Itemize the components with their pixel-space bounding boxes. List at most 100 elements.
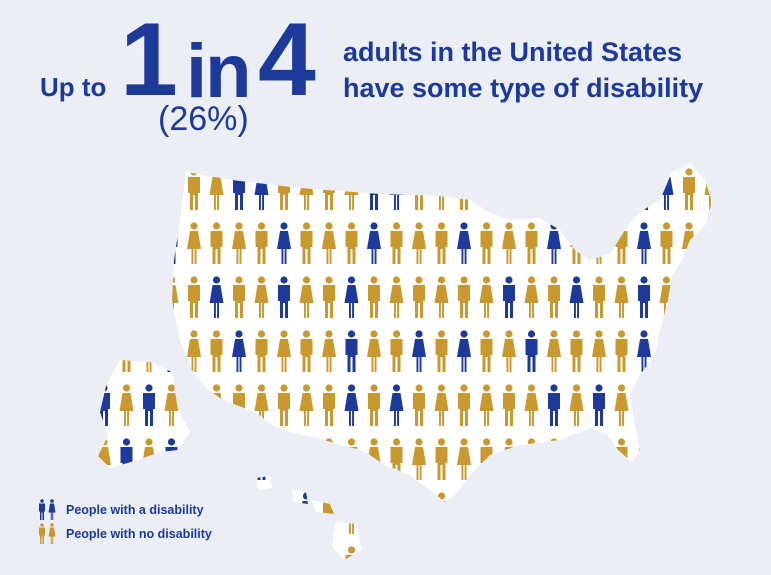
person-figure [322, 438, 336, 480]
person-figure [322, 222, 336, 264]
person-figure [435, 330, 448, 372]
person-figure [210, 330, 223, 372]
person-figure [142, 546, 156, 560]
tagline-line-2: have some type of disability [343, 73, 704, 103]
person-figure [638, 384, 650, 426]
person-figure [188, 276, 200, 318]
legend-figure-female [48, 523, 56, 544]
alaska-shape [98, 360, 190, 468]
legend-figure-female [48, 499, 56, 520]
person-figure [389, 492, 404, 534]
person-figure [569, 168, 584, 210]
person-figure [434, 384, 449, 426]
headline-number-one: 1 [120, 2, 178, 118]
person-figure [728, 492, 740, 534]
person-figure [232, 438, 246, 480]
person-figure [728, 384, 740, 426]
person-figure [323, 276, 335, 318]
person-figure [143, 168, 155, 210]
person-figure [458, 276, 470, 318]
person-figure [728, 276, 740, 318]
person-figure [569, 492, 584, 534]
person-figure [209, 276, 224, 318]
person-figure [479, 276, 494, 318]
person-figure [750, 384, 764, 426]
person-figure [435, 222, 448, 264]
person-figure [480, 330, 493, 372]
person-figure [367, 546, 381, 560]
person-figure [390, 222, 403, 264]
person-figure [547, 330, 561, 372]
person-figure [704, 276, 712, 318]
person-figure [615, 330, 628, 372]
person-figure [503, 168, 515, 210]
headline-number-four: 4 [258, 2, 316, 118]
person-figure [300, 438, 313, 480]
person-figure [502, 546, 516, 560]
person-figure [255, 330, 268, 372]
person-figure [479, 384, 494, 426]
person-figure [638, 276, 650, 318]
person-figure [412, 546, 426, 560]
person-figure [413, 276, 425, 318]
person-figure [592, 438, 606, 480]
person-figure [277, 222, 291, 264]
person-figure [704, 384, 712, 426]
legend-label-no-disability: People with no disability [66, 527, 212, 541]
person-figure [480, 546, 493, 560]
person-figure [660, 438, 673, 480]
person-figure [254, 492, 269, 534]
person-figure [165, 546, 178, 560]
person-figure [570, 546, 583, 560]
person-figure [255, 438, 268, 480]
person-figure [233, 276, 245, 318]
person-figure [479, 492, 494, 534]
person-figure [187, 546, 201, 560]
person-figure [637, 438, 651, 480]
person-figure [119, 276, 134, 318]
person-figure [368, 492, 380, 534]
person-figure [524, 384, 539, 426]
legend-item-no-disability: People with no disability [38, 522, 212, 546]
person-figure [660, 222, 673, 264]
person-figure [751, 222, 763, 264]
person-figure [164, 384, 179, 426]
person-figure [637, 222, 651, 264]
person-figure [614, 492, 629, 534]
person-figure [548, 492, 560, 534]
person-figure [412, 330, 426, 372]
people-pair-icon [39, 523, 56, 544]
person-figure [683, 276, 695, 318]
person-figure [143, 276, 155, 318]
person-figure [614, 168, 629, 210]
person-figure [300, 330, 313, 372]
person-figure [727, 438, 741, 480]
person-figure [119, 384, 134, 426]
legend-figure-male [39, 499, 45, 520]
person-figure [637, 330, 651, 372]
person-figure [638, 492, 650, 534]
person-figure [412, 222, 426, 264]
person-figure [457, 546, 471, 560]
person-figure [502, 330, 516, 372]
person-figure [525, 438, 538, 480]
person-figure [548, 168, 560, 210]
legend-item-disability: People with a disability [38, 498, 212, 522]
person-figure [322, 330, 336, 372]
person-figure [502, 222, 516, 264]
person-figure [525, 546, 538, 560]
person-figure [705, 438, 712, 480]
person-figure [525, 330, 538, 372]
legend-label-disability: People with a disability [66, 503, 204, 517]
person-figure [503, 276, 515, 318]
person-figure [232, 330, 246, 372]
headline-tagline: adults in the United States have some ty… [343, 34, 703, 106]
person-figure [705, 330, 712, 372]
person-figure [683, 384, 695, 426]
person-figure [614, 276, 629, 318]
person-figure [592, 546, 606, 560]
people-pair-icon [39, 499, 56, 520]
person-figure [704, 492, 712, 534]
person-figure [300, 546, 313, 560]
person-figure [727, 546, 741, 575]
